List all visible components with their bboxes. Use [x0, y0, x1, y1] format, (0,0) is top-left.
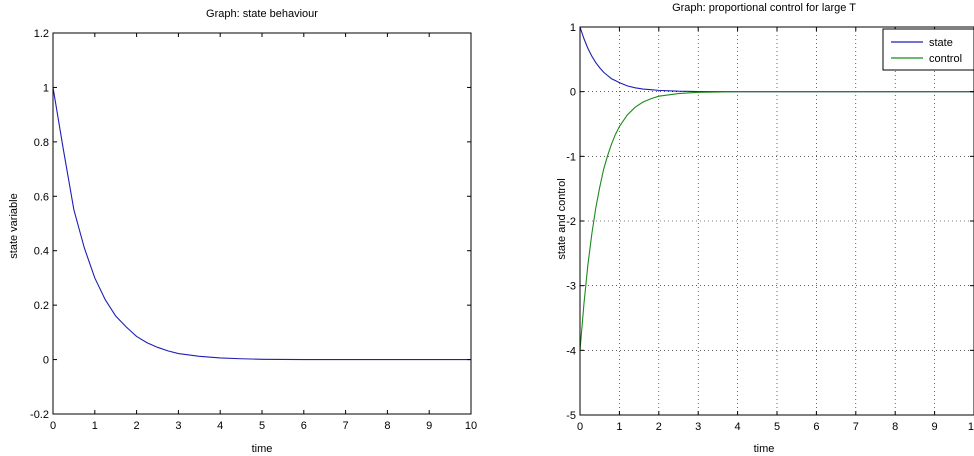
x-tick-label: 1: [92, 420, 98, 432]
x-tick-label: 7: [853, 421, 859, 433]
x-tick-label: 8: [892, 421, 898, 433]
x-tick-label: 4: [217, 420, 223, 432]
chart-title: Graph: state behaviour: [206, 8, 318, 20]
y-tick-label: 1: [570, 22, 576, 34]
series-line-series-0: [52, 87, 471, 361]
y-axis-label: state and control: [556, 178, 568, 259]
x-tick-label: 3: [175, 420, 181, 432]
y-tick-label: 1: [43, 82, 49, 94]
chart-title: Graph: proportional control for large T: [672, 2, 856, 14]
x-tick-label: 6: [813, 421, 819, 433]
x-tick-label: 6: [301, 420, 307, 432]
chart-proportional-control: Graph: proportional control for large T …: [556, 2, 974, 455]
x-tick-label: 1: [616, 421, 622, 433]
chart-state-behaviour: Graph: state behaviour time state variab…: [8, 8, 477, 455]
y-tick-label: -0.2: [30, 409, 49, 421]
x-tick-label: 2: [134, 420, 140, 432]
y-tick-label: -3: [566, 281, 576, 293]
y-tick-label: -4: [566, 345, 576, 357]
x-tick-label: 5: [259, 420, 265, 432]
legend-label-state: state: [929, 37, 953, 49]
x-tick-label: 0: [577, 421, 583, 433]
x-tick-label: 9: [426, 420, 432, 432]
y-tick-label: 0.4: [34, 246, 49, 258]
x-tick-label: 9: [932, 421, 938, 433]
y-tick-label: -5: [566, 410, 576, 422]
y-tick-label: -2: [566, 216, 576, 228]
legend-label-control: control: [929, 53, 962, 65]
x-tick-label: 10: [465, 420, 477, 432]
x-tick-label: 7: [343, 420, 349, 432]
x-tick-label: 5: [774, 421, 780, 433]
x-tick-label: 10: [968, 421, 974, 433]
x-tick-label: 3: [695, 421, 701, 433]
y-tick-label: 0.2: [34, 300, 49, 312]
y-tick-label: 1.2: [34, 28, 49, 40]
x-axis-label: time: [252, 443, 273, 455]
legend-box: [882, 28, 974, 71]
plot-frame: [52, 32, 472, 415]
y-tick-label: 0.8: [34, 137, 49, 149]
y-axis-label: state variable: [8, 193, 20, 258]
x-tick-label: 4: [735, 421, 741, 433]
x-axis-label: time: [754, 443, 775, 455]
x-tick-label: 0: [50, 420, 56, 432]
legend: state control: [882, 28, 974, 71]
y-tick-label: -1: [566, 151, 576, 163]
series-line-control: [579, 91, 974, 351]
x-tick-label: 2: [656, 421, 662, 433]
y-tick-label: 0.6: [34, 191, 49, 203]
y-tick-label: 0: [570, 87, 576, 99]
y-tick-label: 0: [43, 355, 49, 367]
x-tick-label: 8: [384, 420, 390, 432]
